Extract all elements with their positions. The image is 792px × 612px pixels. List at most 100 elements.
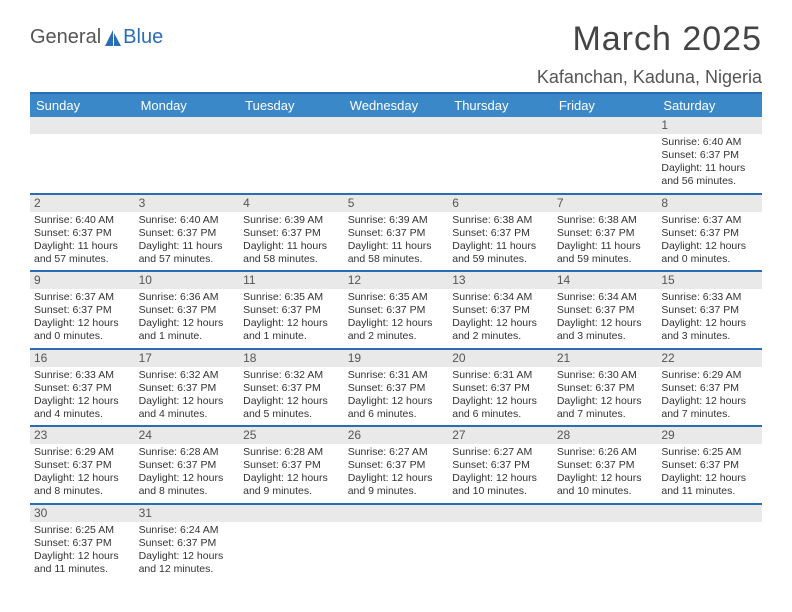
sunrise-text: Sunrise: 6:38 AM [557, 214, 654, 227]
daylight-text: Daylight: 12 hours and 8 minutes. [34, 472, 131, 498]
day-number: 2 [30, 195, 135, 212]
day-number: 18 [239, 350, 344, 367]
logo-text-general: General [30, 26, 101, 49]
day-content: Sunrise: 6:24 AMSunset: 6:37 PMDaylight:… [135, 522, 240, 581]
sunrise-text: Sunrise: 6:24 AM [139, 524, 236, 537]
calendar-day-cell: 27Sunrise: 6:27 AMSunset: 6:37 PMDayligh… [448, 426, 553, 504]
day-number: 31 [135, 505, 240, 522]
month-title: March 2025 [572, 20, 762, 59]
sunset-text: Sunset: 6:37 PM [139, 304, 236, 317]
weekday-header: Monday [135, 94, 240, 117]
day-content: Sunrise: 6:34 AMSunset: 6:37 PMDaylight:… [448, 289, 553, 348]
daylight-text: Daylight: 12 hours and 5 minutes. [243, 395, 340, 421]
sunset-text: Sunset: 6:37 PM [452, 227, 549, 240]
day-content: Sunrise: 6:40 AMSunset: 6:37 PMDaylight:… [135, 212, 240, 271]
sunset-text: Sunset: 6:37 PM [139, 537, 236, 550]
calendar-day-cell: 19Sunrise: 6:31 AMSunset: 6:37 PMDayligh… [344, 349, 449, 427]
day-number [448, 505, 553, 522]
day-number [448, 117, 553, 134]
calendar-day-cell: 8Sunrise: 6:37 AMSunset: 6:37 PMDaylight… [657, 194, 762, 272]
day-number: 30 [30, 505, 135, 522]
sunrise-text: Sunrise: 6:32 AM [243, 369, 340, 382]
day-content: Sunrise: 6:39 AMSunset: 6:37 PMDaylight:… [344, 212, 449, 271]
calendar-day-cell: 6 Sunrise: 6:38 AMSunset: 6:37 PMDaylight… [448, 194, 553, 272]
calendar-day-cell: 10Sunrise: 6:36 AMSunset: 6:37 PMDayligh… [135, 271, 240, 349]
sunset-text: Sunset: 6:37 PM [452, 382, 549, 395]
daylight-text: Daylight: 12 hours and 0 minutes. [34, 317, 131, 343]
calendar-day-cell: 25Sunrise: 6:28 AMSunset: 6:37 PMDayligh… [239, 426, 344, 504]
calendar-day-cell [657, 504, 762, 581]
sunset-text: Sunset: 6:37 PM [139, 459, 236, 472]
day-number: 11 [239, 272, 344, 289]
sunrise-text: Sunrise: 6:28 AM [243, 446, 340, 459]
calendar-day-cell [239, 117, 344, 194]
day-number: 20 [448, 350, 553, 367]
day-number: 25 [239, 427, 344, 444]
calendar-day-cell: 12Sunrise: 6:35 AMSunset: 6:37 PMDayligh… [344, 271, 449, 349]
day-number: 24 [135, 427, 240, 444]
day-number [657, 505, 762, 522]
daylight-text: Daylight: 11 hours and 59 minutes. [557, 240, 654, 266]
day-content: Sunrise: 6:29 AMSunset: 6:37 PMDaylight:… [30, 444, 135, 503]
daylight-text: Daylight: 11 hours and 59 minutes. [452, 240, 549, 266]
sunrise-text: Sunrise: 6:29 AM [34, 446, 131, 459]
sunrise-text: Sunrise: 6:38 AM [452, 214, 549, 227]
day-number [30, 117, 135, 134]
sunrise-text: Sunrise: 6:36 AM [139, 291, 236, 304]
day-number: 21 [553, 350, 658, 367]
calendar-day-cell: 4Sunrise: 6:39 AMSunset: 6:37 PMDaylight… [239, 194, 344, 272]
daylight-text: Daylight: 12 hours and 6 minutes. [452, 395, 549, 421]
day-number [553, 117, 658, 134]
sunrise-text: Sunrise: 6:40 AM [34, 214, 131, 227]
day-number: 6 [448, 195, 553, 212]
calendar-day-cell: 3Sunrise: 6:40 AMSunset: 6:37 PMDaylight… [135, 194, 240, 272]
sunrise-text: Sunrise: 6:32 AM [139, 369, 236, 382]
weekday-header: Tuesday [239, 94, 344, 117]
daylight-text: Daylight: 12 hours and 10 minutes. [452, 472, 549, 498]
day-content: Sunrise: 6:32 AMSunset: 6:37 PMDaylight:… [239, 367, 344, 426]
sunrise-text: Sunrise: 6:40 AM [661, 136, 758, 149]
sunset-text: Sunset: 6:37 PM [34, 459, 131, 472]
calendar-day-cell [448, 117, 553, 194]
day-number: 27 [448, 427, 553, 444]
calendar-week-row: 9Sunrise: 6:37 AMSunset: 6:37 PMDaylight… [30, 271, 762, 349]
daylight-text: Daylight: 11 hours and 57 minutes. [34, 240, 131, 266]
day-number: 14 [553, 272, 658, 289]
day-number: 4 [239, 195, 344, 212]
calendar-day-cell: 7Sunrise: 6:38 AMSunset: 6:37 PMDaylight… [553, 194, 658, 272]
calendar-week-row: 2Sunrise: 6:40 AMSunset: 6:37 PMDaylight… [30, 194, 762, 272]
sunset-text: Sunset: 6:37 PM [557, 304, 654, 317]
calendar-day-cell [135, 117, 240, 194]
sunrise-text: Sunrise: 6:34 AM [452, 291, 549, 304]
calendar-week-row: 16Sunrise: 6:33 AMSunset: 6:37 PMDayligh… [30, 349, 762, 427]
weekday-header: Friday [553, 94, 658, 117]
sunset-text: Sunset: 6:37 PM [661, 304, 758, 317]
sunset-text: Sunset: 6:37 PM [557, 227, 654, 240]
day-number: 28 [553, 427, 658, 444]
day-number: 15 [657, 272, 762, 289]
calendar-day-cell [344, 504, 449, 581]
weekday-header: Thursday [448, 94, 553, 117]
sunrise-text: Sunrise: 6:39 AM [243, 214, 340, 227]
day-number: 12 [344, 272, 449, 289]
daylight-text: Daylight: 12 hours and 1 minute. [139, 317, 236, 343]
day-content: Sunrise: 6:27 AMSunset: 6:37 PMDaylight:… [448, 444, 553, 503]
sunset-text: Sunset: 6:37 PM [348, 304, 445, 317]
daylight-text: Daylight: 12 hours and 0 minutes. [661, 240, 758, 266]
calendar-week-row: 1Sunrise: 6:40 AMSunset: 6:37 PMDaylight… [30, 117, 762, 194]
sunset-text: Sunset: 6:37 PM [452, 304, 549, 317]
daylight-text: Daylight: 11 hours and 58 minutes. [348, 240, 445, 266]
calendar-day-cell: 17Sunrise: 6:32 AMSunset: 6:37 PMDayligh… [135, 349, 240, 427]
sunset-text: Sunset: 6:37 PM [661, 459, 758, 472]
weekday-header: Wednesday [344, 94, 449, 117]
daylight-text: Daylight: 12 hours and 4 minutes. [34, 395, 131, 421]
calendar-day-cell: 16Sunrise: 6:33 AMSunset: 6:37 PMDayligh… [30, 349, 135, 427]
sunset-text: Sunset: 6:37 PM [661, 149, 758, 162]
sunrise-text: Sunrise: 6:34 AM [557, 291, 654, 304]
sunset-text: Sunset: 6:37 PM [661, 382, 758, 395]
sunset-text: Sunset: 6:37 PM [661, 227, 758, 240]
daylight-text: Daylight: 11 hours and 56 minutes. [661, 162, 758, 188]
calendar-day-cell: 9Sunrise: 6:37 AMSunset: 6:37 PMDaylight… [30, 271, 135, 349]
calendar-week-row: 30Sunrise: 6:25 AMSunset: 6:37 PMDayligh… [30, 504, 762, 581]
weekday-header-row: Sunday Monday Tuesday Wednesday Thursday… [30, 94, 762, 117]
